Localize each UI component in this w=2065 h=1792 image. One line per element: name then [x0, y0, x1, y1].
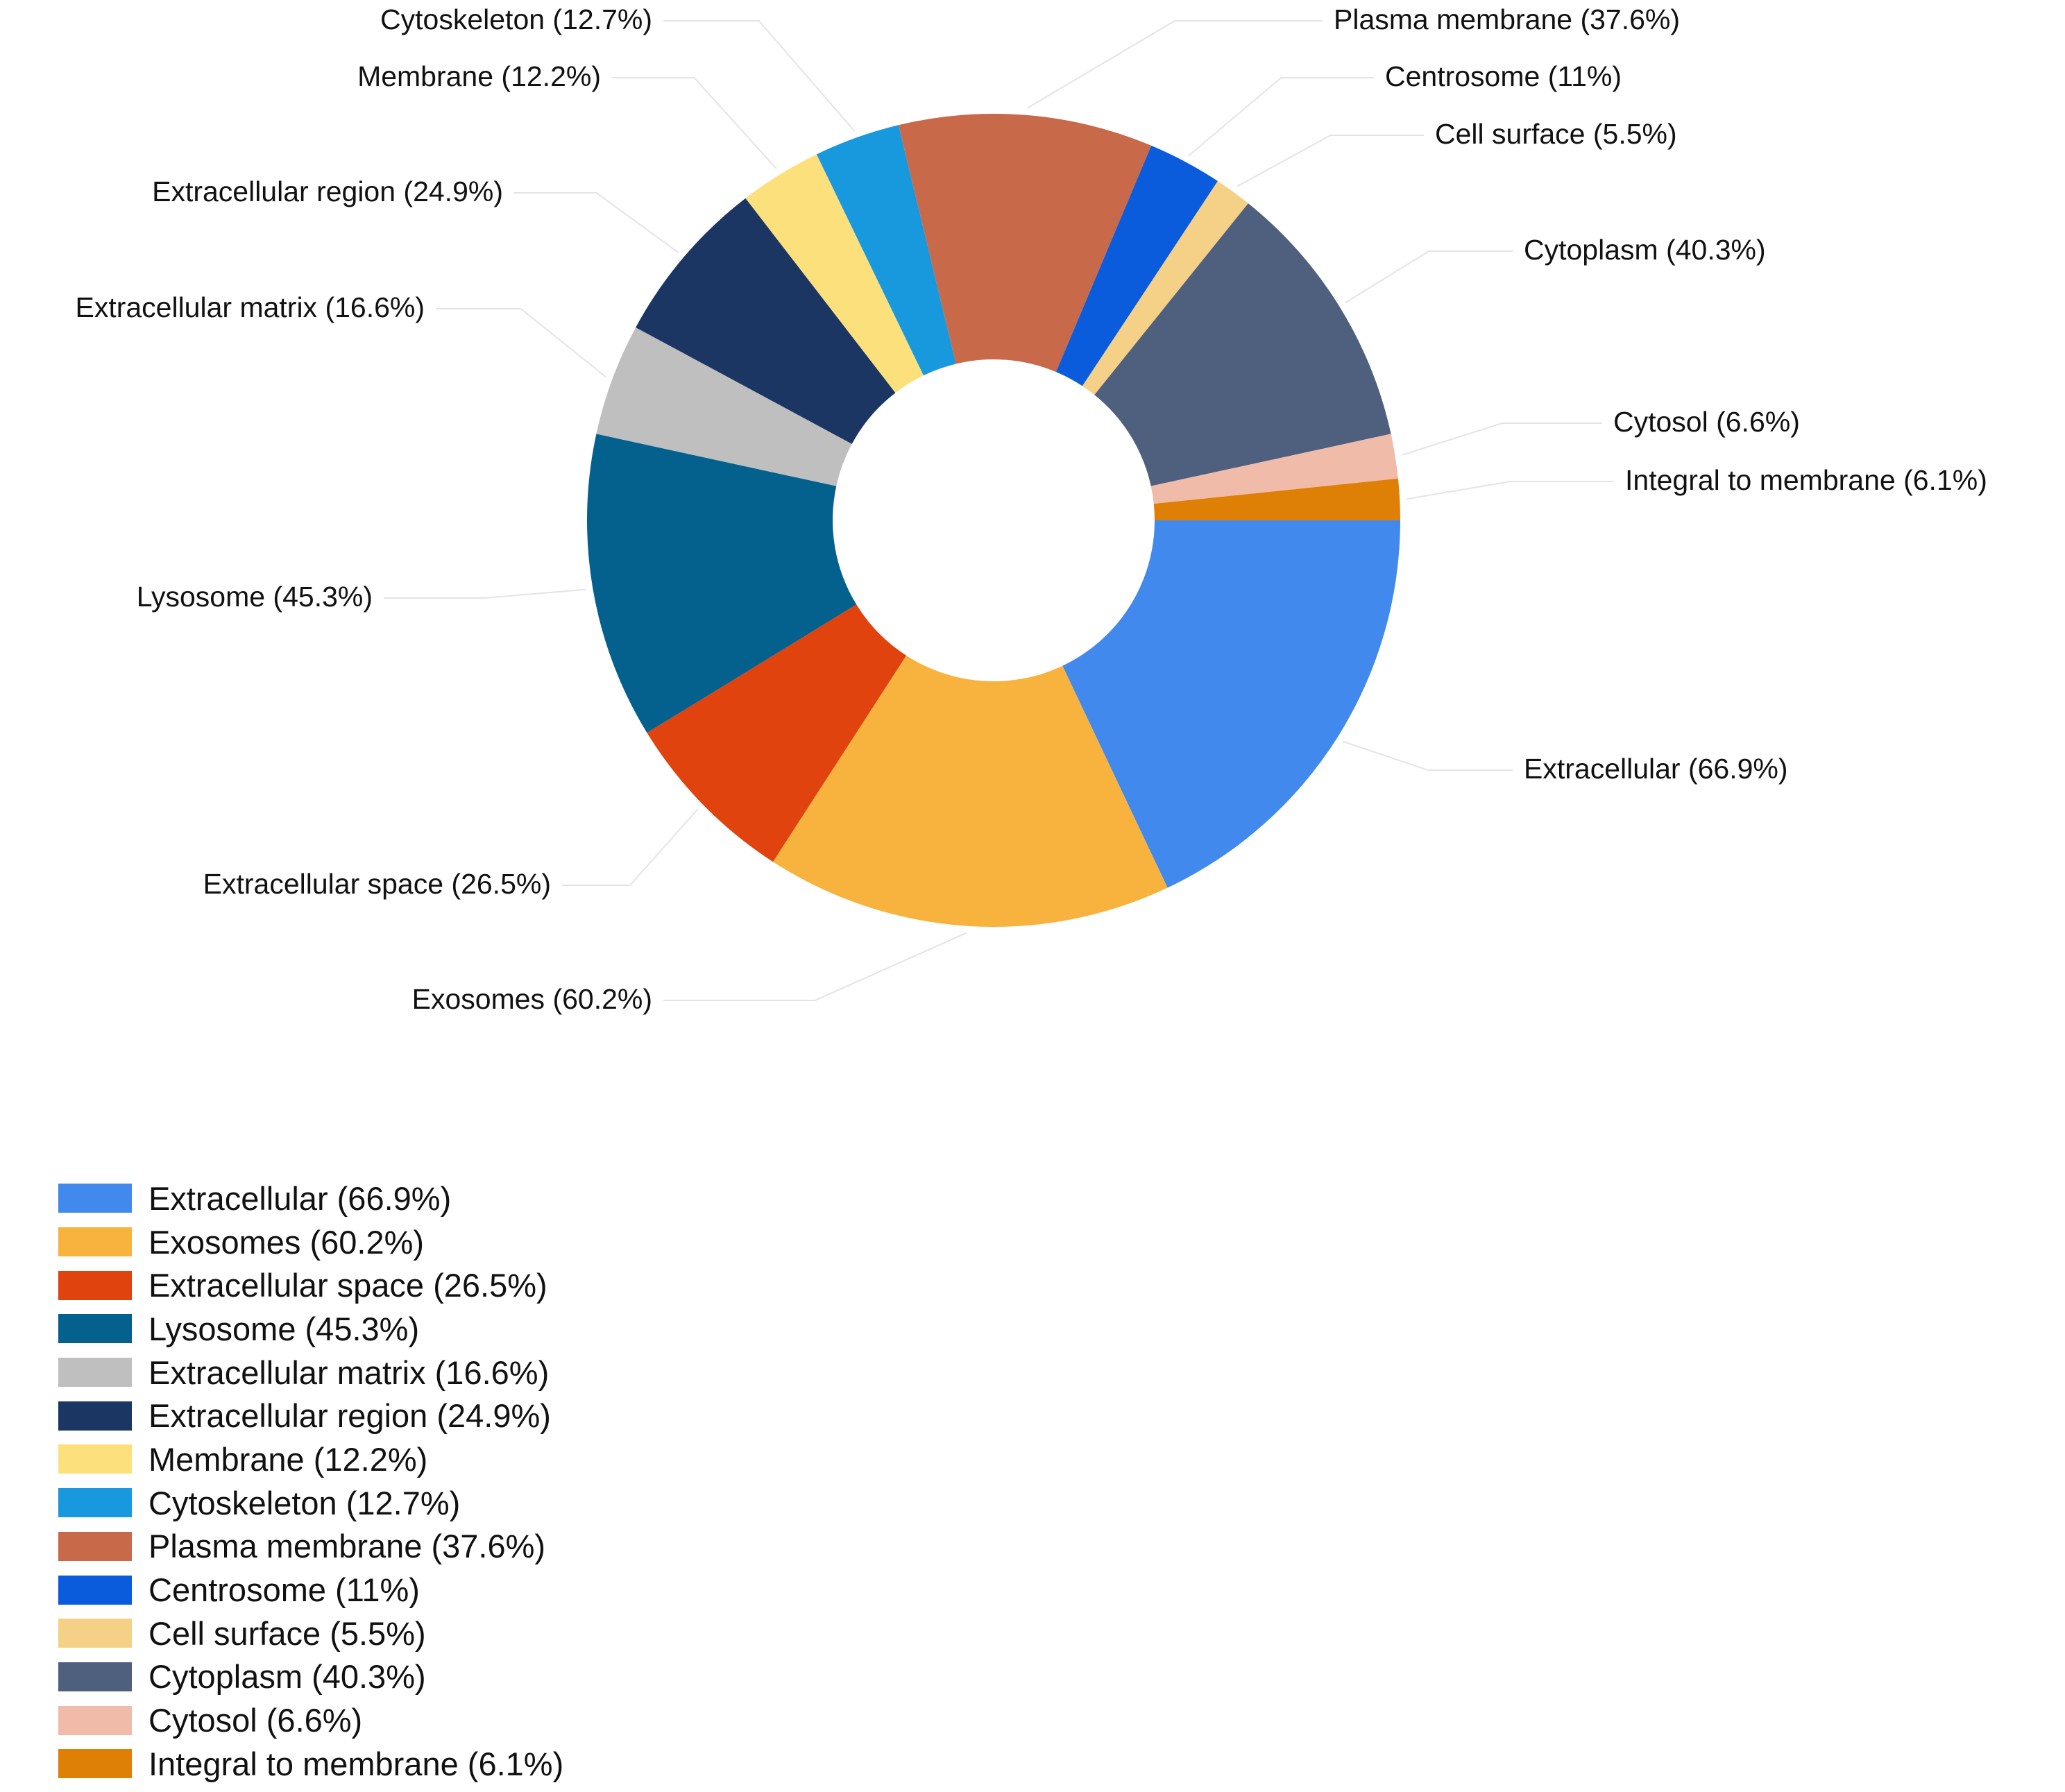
legend-swatch	[58, 1662, 132, 1691]
leader-line-9	[1188, 77, 1374, 157]
leader-lines	[384, 20, 1614, 1001]
legend-item: Cytoskeleton (12.7%)	[58, 1481, 563, 1525]
leader-line-8	[1026, 20, 1323, 109]
legend-label: Plasma membrane (37.6%)	[148, 1528, 546, 1565]
legend-swatch	[58, 1749, 132, 1779]
legend-swatch	[58, 1619, 132, 1648]
legend-swatch	[58, 1575, 132, 1605]
legend: Extracellular (66.9%) Exosomes (60.2%) Ext…	[58, 1177, 563, 1786]
legend-swatch	[58, 1227, 132, 1257]
slice-label-4: Extracellular matrix (16.6%)	[75, 291, 425, 323]
legend-item: Integral to membrane (6.1%)	[58, 1742, 563, 1786]
donut-slices	[586, 114, 1400, 927]
legend-item: Cytoplasm (40.3%)	[58, 1655, 563, 1699]
slice-label-8: Plasma membrane (37.6%)	[1334, 3, 1680, 35]
legend-label: Exosomes (60.2%)	[148, 1223, 425, 1261]
legend-swatch	[58, 1531, 132, 1561]
slice-4	[596, 327, 852, 486]
leader-line-10	[1237, 135, 1424, 187]
legend-swatch	[58, 1705, 132, 1735]
leader-line-6	[612, 77, 777, 169]
legend-swatch	[58, 1401, 132, 1431]
slice-label-11: Cytoplasm (40.3%)	[1524, 234, 1766, 266]
legend-label: Cytoskeleton (12.7%)	[148, 1484, 461, 1521]
legend-label: Extracellular (66.9%)	[148, 1179, 452, 1217]
legend-item: Plasma membrane (37.6%)	[58, 1525, 563, 1569]
legend-item: Lysosome (45.3%)	[58, 1307, 563, 1351]
legend-swatch	[58, 1184, 132, 1213]
slice-10	[1082, 181, 1248, 395]
leader-line-1	[663, 932, 967, 1001]
legend-swatch	[58, 1314, 132, 1344]
slice-7	[816, 125, 956, 376]
leader-line-7	[663, 20, 856, 132]
slice-label-13: Integral to membrane (6.1%)	[1625, 464, 1987, 496]
slice-1	[772, 655, 1168, 927]
legend-swatch	[58, 1358, 132, 1388]
leader-line-2	[562, 808, 699, 886]
slice-0	[1062, 520, 1400, 888]
legend-item: Extracellular region (24.9%)	[58, 1394, 563, 1437]
slice-labels: Extracellular (66.9%) Exosomes (60.2%) Ext…	[75, 3, 1987, 1015]
slice-label-12: Cytosol (6.6%)	[1613, 406, 1800, 438]
legend-item: Cell surface (5.5%)	[58, 1612, 563, 1655]
legend-swatch	[58, 1488, 132, 1518]
slice-label-9: Centrosome (11%)	[1385, 60, 1622, 92]
legend-label: Integral to membrane (6.1%)	[148, 1745, 564, 1782]
slice-label-1: Exosomes (60.2%)	[412, 983, 652, 1015]
slice-2	[647, 604, 907, 862]
leader-line-11	[1345, 250, 1513, 304]
slice-9	[1055, 145, 1218, 386]
slice-3	[586, 434, 857, 733]
legend-label: Cytosol (6.6%)	[148, 1702, 363, 1739]
legend-label: Extracellular matrix (16.6%)	[148, 1354, 550, 1391]
slice-5	[636, 198, 896, 444]
legend-swatch	[58, 1444, 132, 1474]
leader-line-4	[436, 308, 606, 377]
legend-label: Cell surface (5.5%)	[148, 1614, 426, 1652]
slice-label-10: Cell surface (5.5%)	[1435, 118, 1677, 150]
legend-label: Cytoplasm (40.3%)	[148, 1658, 426, 1696]
leader-line-13	[1407, 481, 1614, 500]
legend-item: Extracellular space (26.5%)	[58, 1263, 563, 1307]
legend-item: Exosomes (60.2%)	[58, 1220, 563, 1264]
slice-label-5: Extracellular region (24.9%)	[152, 176, 503, 207]
legend-label: Membrane (12.2%)	[148, 1440, 428, 1478]
legend-label: Lysosome (45.3%)	[148, 1310, 420, 1347]
legend-item: Extracellular matrix (16.6%)	[58, 1351, 563, 1394]
leader-line-12	[1402, 423, 1602, 456]
slice-label-0: Extracellular (66.9%)	[1524, 753, 1788, 785]
slice-6	[745, 154, 924, 393]
leader-line-3	[384, 588, 586, 599]
legend-item: Cytosol (6.6%)	[58, 1698, 563, 1742]
slice-label-6: Membrane (12.2%)	[357, 60, 601, 92]
leader-line-5	[514, 192, 679, 253]
slice-13	[1153, 478, 1400, 520]
legend-item: Membrane (12.2%)	[58, 1437, 563, 1481]
slice-8	[898, 114, 1152, 373]
slice-label-2: Extracellular space (26.5%)	[203, 868, 551, 900]
slice-11	[1094, 203, 1391, 486]
legend-item: Extracellular (66.9%)	[58, 1177, 563, 1220]
slice-label-7: Cytoskeleton (12.7%)	[380, 3, 652, 35]
slice-label-3: Lysosome (45.3%)	[137, 581, 373, 613]
legend-label: Extracellular space (26.5%)	[148, 1267, 547, 1304]
leader-line-0	[1343, 740, 1513, 771]
slice-12	[1150, 434, 1398, 504]
legend-swatch	[58, 1270, 132, 1300]
donut-chart: Extracellular (66.9%) Exosomes (60.2%) Ext…	[75, 3, 1987, 1015]
legend-label: Extracellular region (24.9%)	[148, 1397, 551, 1435]
legend-item: Centrosome (11%)	[58, 1568, 563, 1612]
legend-label: Centrosome (11%)	[148, 1571, 420, 1609]
